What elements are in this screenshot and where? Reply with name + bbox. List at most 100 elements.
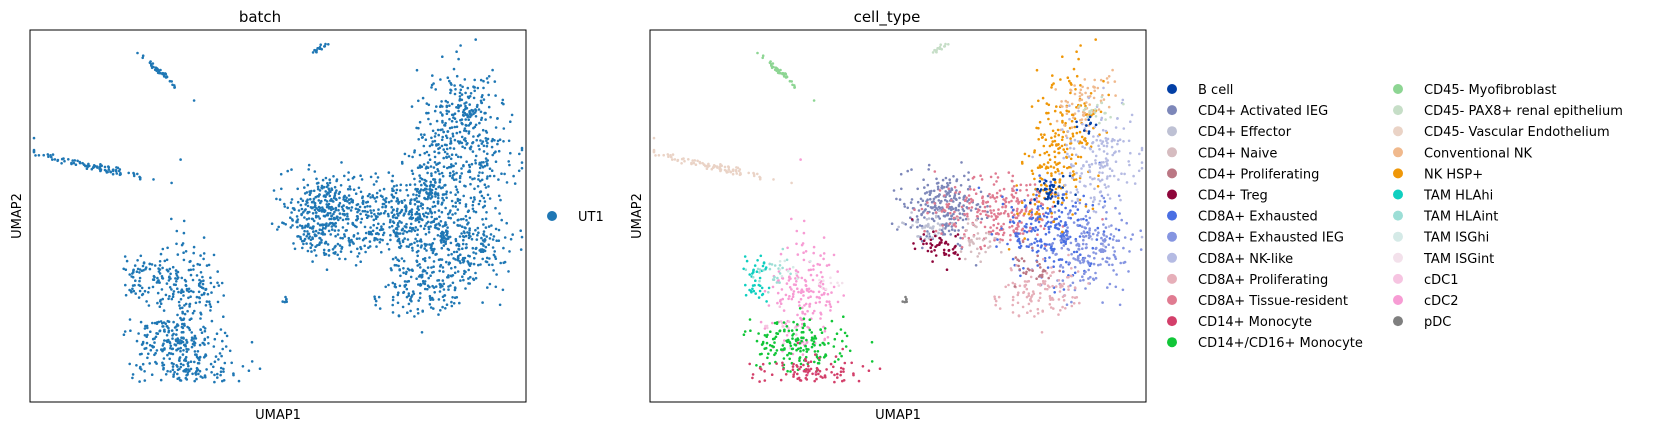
point — [195, 295, 199, 299]
point — [986, 205, 989, 208]
point — [366, 194, 370, 198]
point — [467, 221, 470, 224]
point — [494, 206, 497, 210]
point — [449, 157, 453, 161]
point — [289, 226, 293, 229]
legend-label: CD8A+ Exhausted IEG — [1198, 231, 1344, 246]
point — [497, 178, 500, 181]
point — [208, 303, 212, 306]
point — [448, 79, 451, 83]
point — [944, 223, 948, 226]
point — [413, 241, 416, 245]
point — [1001, 195, 1004, 198]
point — [1129, 237, 1133, 241]
point — [363, 205, 367, 209]
point — [306, 249, 310, 253]
point — [198, 296, 201, 300]
point — [468, 254, 472, 258]
point — [923, 216, 926, 219]
point — [930, 243, 934, 247]
point — [1054, 88, 1057, 91]
point — [316, 185, 320, 189]
point — [359, 212, 362, 216]
point — [814, 353, 817, 356]
point — [115, 172, 119, 175]
point — [471, 150, 475, 153]
point — [408, 209, 412, 213]
point — [429, 165, 433, 168]
point — [171, 334, 174, 337]
point — [1065, 109, 1068, 113]
point — [934, 204, 937, 207]
point — [983, 225, 987, 229]
point — [327, 229, 331, 233]
point — [440, 138, 444, 142]
point — [1038, 217, 1042, 221]
point — [792, 320, 795, 324]
point — [812, 245, 816, 249]
point — [995, 245, 998, 248]
point — [520, 148, 524, 152]
legend-marker — [1393, 126, 1403, 137]
point — [1113, 255, 1117, 258]
point — [408, 217, 412, 220]
point — [964, 217, 968, 221]
point — [476, 233, 479, 237]
point — [441, 266, 445, 269]
point — [757, 296, 761, 299]
point — [785, 325, 789, 328]
point — [472, 278, 476, 282]
point — [486, 193, 490, 197]
point — [473, 111, 477, 114]
point — [940, 238, 943, 242]
point — [1075, 50, 1078, 53]
point — [916, 235, 919, 238]
point — [1102, 144, 1106, 148]
point — [318, 228, 322, 231]
point — [806, 309, 809, 313]
point — [1062, 270, 1065, 273]
point — [137, 296, 141, 299]
point — [311, 236, 314, 239]
point — [453, 138, 457, 142]
point — [170, 288, 173, 291]
point — [519, 229, 522, 232]
point — [138, 366, 142, 370]
point — [1088, 231, 1091, 235]
point — [499, 261, 503, 265]
point — [804, 344, 807, 348]
point — [1013, 285, 1017, 288]
point — [829, 305, 833, 309]
point — [167, 297, 170, 301]
point — [396, 293, 400, 297]
point — [192, 290, 195, 294]
point — [373, 295, 376, 299]
point — [1061, 305, 1064, 309]
point — [444, 192, 448, 196]
point — [824, 354, 828, 357]
point — [986, 194, 990, 198]
point — [450, 300, 453, 304]
point — [1105, 77, 1109, 80]
point — [398, 246, 402, 250]
point — [1078, 105, 1081, 108]
point — [1057, 169, 1060, 173]
point — [1091, 207, 1095, 211]
point — [430, 188, 434, 192]
point — [1064, 222, 1067, 226]
point — [952, 175, 955, 178]
point — [372, 223, 376, 227]
point — [1043, 287, 1047, 291]
point — [424, 179, 428, 183]
point — [71, 159, 74, 162]
point — [324, 223, 328, 226]
point — [1047, 212, 1050, 215]
point — [465, 243, 468, 246]
point — [1004, 209, 1007, 213]
point — [1055, 163, 1058, 166]
point — [1038, 153, 1042, 157]
point — [492, 235, 496, 238]
point — [1094, 276, 1098, 280]
point — [307, 163, 311, 167]
point — [193, 344, 196, 347]
